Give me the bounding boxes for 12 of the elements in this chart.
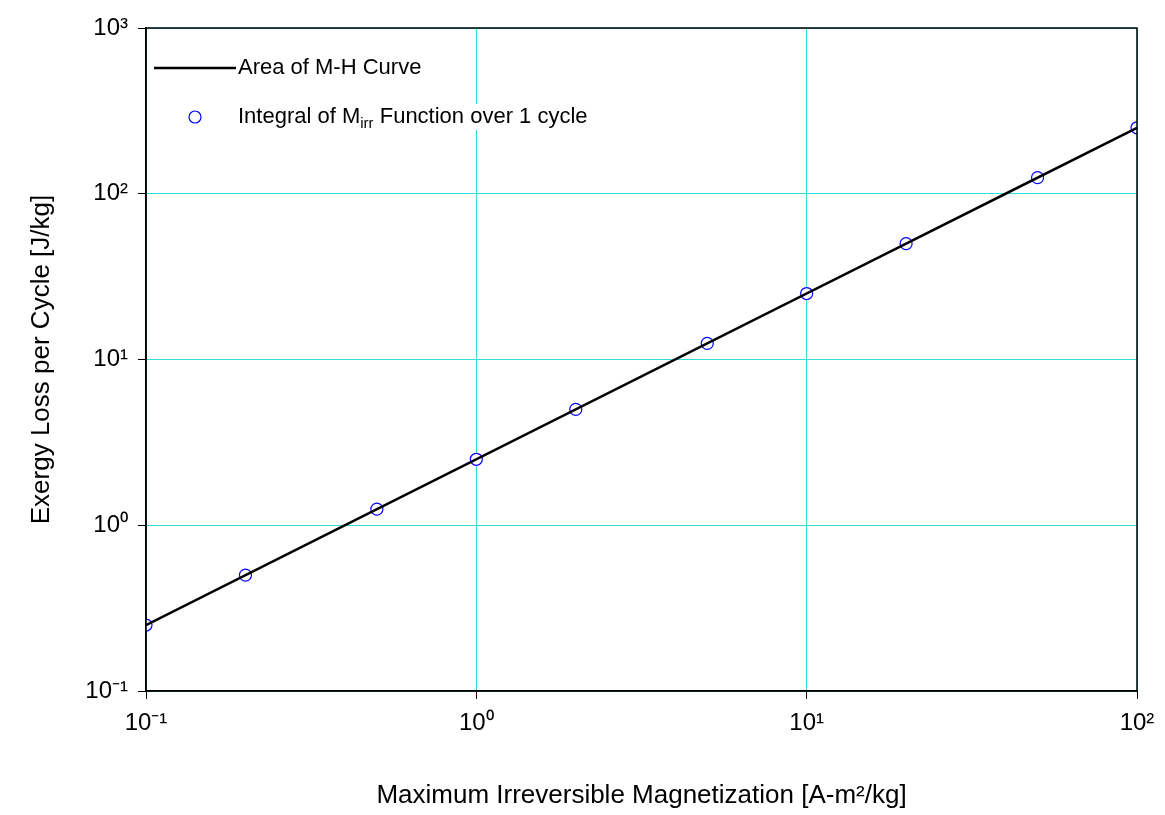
x-tick-label: 10⁰ [458,708,494,736]
y-tick-label: 10⁻¹ [85,675,129,703]
y-tick-label: 10⁰ [93,509,128,537]
y-tick-label: 10¹ [93,344,129,372]
x-tick-label: 10¹ [789,708,825,736]
y-tick-label: 10³ [93,12,129,40]
x-axis-title: Maximum Irreversible Magnetization [A-m²/kg] [376,778,907,809]
y-axis-title: Exergy Loss per Cycle [J/kg] [24,194,55,525]
y-tick-label: 10² [93,178,129,206]
x-tick-label: 10⁻¹ [124,708,168,736]
legend-label: Area of M-H Curve [238,54,422,80]
x-tick-label: 10² [1119,708,1155,736]
